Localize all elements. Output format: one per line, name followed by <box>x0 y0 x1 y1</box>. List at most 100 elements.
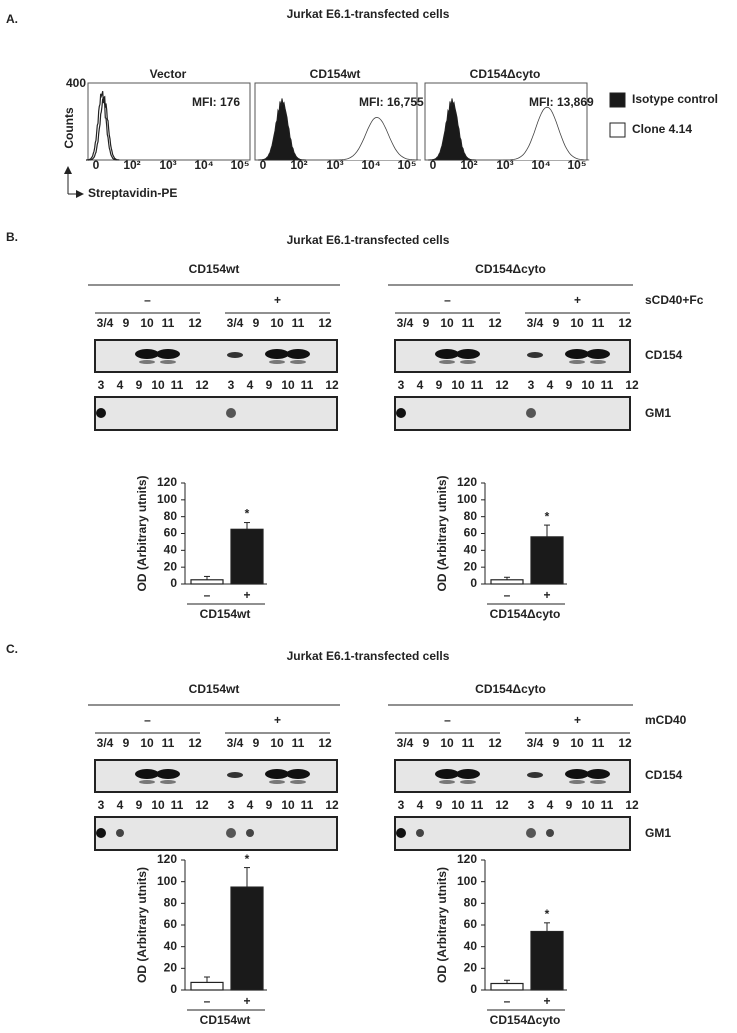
treatment-label: sCD40+Fc <box>645 293 704 307</box>
fraction-label: 12 <box>318 316 332 330</box>
fraction-label: 9 <box>266 798 273 812</box>
blot-band <box>527 352 543 358</box>
blot-dot <box>226 408 236 418</box>
blot-band <box>290 780 306 784</box>
histogram-title: CD154wt <box>310 67 361 81</box>
y-tick-label: 100 <box>457 874 477 888</box>
y-tick-label: 0 <box>470 576 477 590</box>
fraction-label: 10 <box>570 316 584 330</box>
x-tick-label: 10⁴ <box>361 158 380 172</box>
fraction-label: 10 <box>270 736 284 750</box>
fraction-label: 11 <box>301 798 314 812</box>
blot-band <box>586 349 610 359</box>
y-tick-label: 80 <box>164 896 178 910</box>
fraction-label: 9 <box>566 798 573 812</box>
y-tick-label: 20 <box>464 961 478 975</box>
blot-band <box>160 780 176 784</box>
fraction-label: 11 <box>292 316 305 330</box>
y-axis-label: OD (Arbitrary utnits) <box>435 867 449 983</box>
y-axis-label: Counts <box>62 107 76 149</box>
row-label: GM1 <box>645 406 671 420</box>
fraction-label: 10 <box>140 316 154 330</box>
bar <box>190 981 224 991</box>
y-tick-label: 40 <box>464 939 478 953</box>
blot-band <box>269 360 285 364</box>
blot-dot <box>246 829 254 837</box>
fraction-label: 3/4 <box>227 736 244 750</box>
y-tick-label: 60 <box>464 526 478 540</box>
fraction-label: 12 <box>495 798 509 812</box>
fraction-label: 10 <box>151 798 165 812</box>
y-max-label: 400 <box>66 76 86 90</box>
fraction-label: 11 <box>462 736 475 750</box>
fraction-label: 11 <box>592 736 605 750</box>
panel-title: Jurkat E6.1-transfected cells <box>287 649 450 663</box>
x-tick-label: + <box>543 588 550 602</box>
histogram-frame <box>87 82 251 161</box>
fraction-label: 9 <box>436 798 443 812</box>
fraction-label: 12 <box>188 736 202 750</box>
y-tick-label: 120 <box>457 475 477 489</box>
y-tick-label: 100 <box>457 492 477 506</box>
group-sign: + <box>274 293 281 307</box>
fraction-label: 9 <box>136 798 143 812</box>
fraction-label: 12 <box>195 378 209 392</box>
fraction-label: 11 <box>471 798 484 812</box>
fraction-label: 4 <box>547 378 554 392</box>
x-tick-label: 10⁵ <box>398 158 417 172</box>
y-tick-label: 20 <box>164 961 178 975</box>
panel-title: Jurkat E6.1-transfected cells <box>287 233 450 247</box>
blot-band <box>569 360 585 364</box>
y-axis-label: OD (Arbitrary utnits) <box>435 475 449 591</box>
blot <box>394 816 631 851</box>
x-tick-label: 10⁵ <box>231 158 250 172</box>
x-tick-label: 0 <box>93 158 100 172</box>
x-tick-label: 10² <box>290 158 307 172</box>
x-tick-label: + <box>243 994 250 1008</box>
group-sign: + <box>274 713 281 727</box>
y-tick-label: 40 <box>164 543 178 557</box>
fraction-label: 3 <box>528 378 535 392</box>
blot-band <box>290 360 306 364</box>
blot-band <box>156 349 180 359</box>
fraction-label: 3 <box>228 798 235 812</box>
y-tick-label: 100 <box>157 874 177 888</box>
blot-band <box>160 360 176 364</box>
fraction-label: 4 <box>417 378 424 392</box>
blot <box>94 396 338 431</box>
x-tick-label: + <box>543 994 550 1008</box>
y-tick-label: 0 <box>470 982 477 996</box>
blot-band <box>139 780 155 784</box>
x-axis-label: CD154wt <box>200 607 251 621</box>
fraction-label: 9 <box>553 736 560 750</box>
blot-band <box>460 780 476 784</box>
row-label: CD154 <box>645 348 683 362</box>
x-tick-label: + <box>243 588 250 602</box>
x-tick-label: – <box>204 994 211 1008</box>
fraction-label: 4 <box>417 798 424 812</box>
y-tick-label: 80 <box>164 509 178 523</box>
blot-dot <box>546 829 554 837</box>
x-axis-label: CD154Δcyto <box>490 607 561 621</box>
arrow-head <box>64 166 72 174</box>
fraction-label: 10 <box>570 736 584 750</box>
fraction-label: 9 <box>253 736 260 750</box>
fraction-label: 9 <box>423 316 430 330</box>
blot-dot <box>526 828 536 838</box>
fraction-label: 3 <box>528 798 535 812</box>
y-tick-label: 120 <box>157 475 177 489</box>
blot-band <box>439 780 455 784</box>
y-tick-label: 80 <box>464 509 478 523</box>
fraction-label: 3 <box>98 378 105 392</box>
blot-band <box>439 360 455 364</box>
significance-mark: * <box>245 507 250 521</box>
fraction-label: 12 <box>618 736 632 750</box>
row-label: CD154 <box>645 768 683 782</box>
fraction-label: 9 <box>136 378 143 392</box>
blot-band <box>227 352 243 358</box>
y-tick-label: 80 <box>464 896 478 910</box>
x-tick-label: 10⁵ <box>568 158 587 172</box>
mfi-label: MFI: 13,869 <box>529 95 594 109</box>
x-tick-label: 10² <box>460 158 477 172</box>
fraction-label: 11 <box>471 378 484 392</box>
